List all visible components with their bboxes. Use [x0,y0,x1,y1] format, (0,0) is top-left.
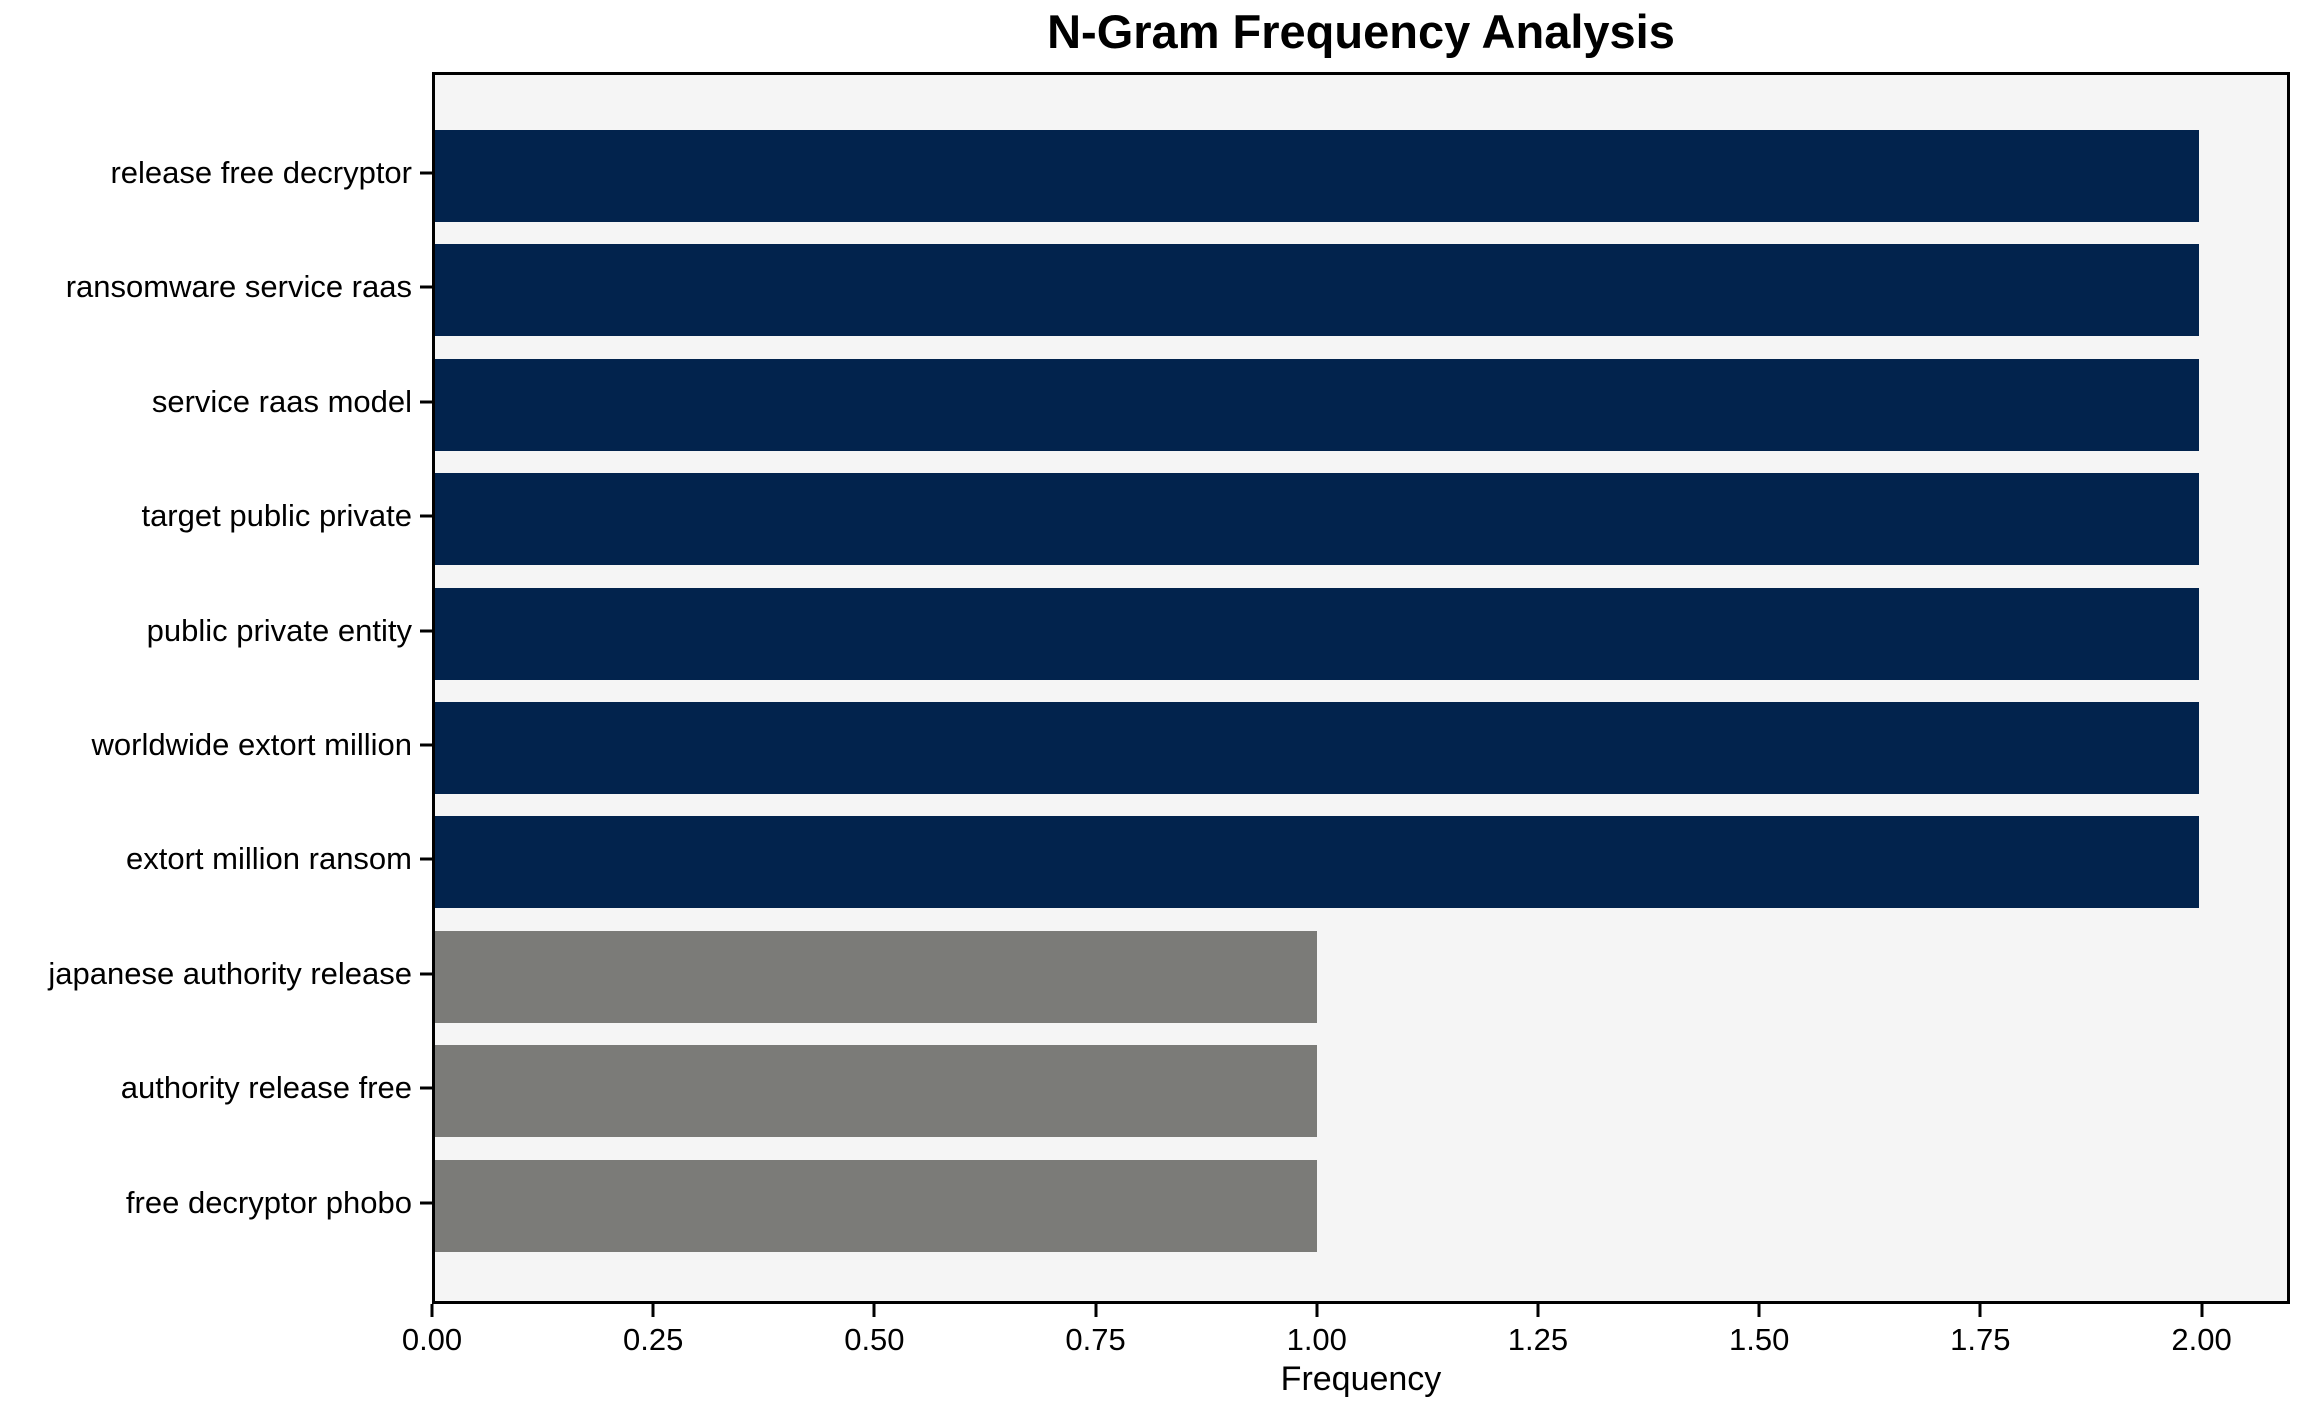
x-tick [1978,1304,1982,1317]
x-tick-label: 0.25 [623,1322,684,1357]
x-tick [1536,1304,1540,1317]
x-tick-label: 1.50 [1728,1322,1790,1357]
x-axis-label: Frequency [1280,1360,1442,1398]
y-tick [420,285,432,289]
bar [435,1045,1317,1138]
x-tick-label: 1.75 [1950,1322,2011,1357]
y-tick-label: target public private [141,498,412,534]
x-tick [1094,1304,1098,1317]
bar [435,1159,1317,1252]
bar [435,930,1317,1023]
x-tick-label: 2.00 [2171,1322,2232,1357]
bar [435,702,2199,794]
y-tick [420,514,432,518]
y-tick [420,171,432,175]
plot-area [432,72,2290,1304]
y-tick-label: extort million ransom [126,841,412,877]
x-tick [430,1304,434,1317]
y-tick [420,857,432,861]
chart-title: N-Gram Frequency Analysis [1047,5,1675,58]
x-tick-label: 0.00 [401,1322,463,1357]
y-tick-label: authority release free [120,1070,412,1106]
y-tick-label: release free decryptor [110,155,412,190]
bar [435,244,2199,337]
y-tick [420,1201,432,1205]
x-tick-label: 0.50 [844,1322,905,1357]
y-tick-label: free decryptor phobo [125,1184,412,1220]
y-tick [420,1086,432,1090]
x-tick [872,1304,876,1317]
y-tick-label: japanese authority release [48,955,412,991]
y-tick [420,972,432,976]
x-tick [2200,1304,2204,1317]
bar [435,130,2199,222]
x-tick [651,1304,655,1317]
y-tick-label: public private entity [146,612,412,648]
bar [435,816,2199,909]
y-tick-label: service raas model [151,383,412,419]
y-tick [420,629,432,633]
bar [435,473,2199,566]
y-tick [420,743,432,747]
x-tick [1315,1304,1319,1317]
y-tick-label: ransomware service raas [65,269,412,305]
x-tick-label: 1.25 [1507,1322,1569,1357]
bar [435,358,2199,451]
bar [435,587,2199,680]
y-tick [420,400,432,404]
x-tick-label: 0.75 [1065,1322,1126,1357]
y-tick-label: worldwide extort million [91,727,412,762]
x-tick [1757,1304,1761,1317]
x-tick-label: 1.00 [1286,1322,1347,1357]
